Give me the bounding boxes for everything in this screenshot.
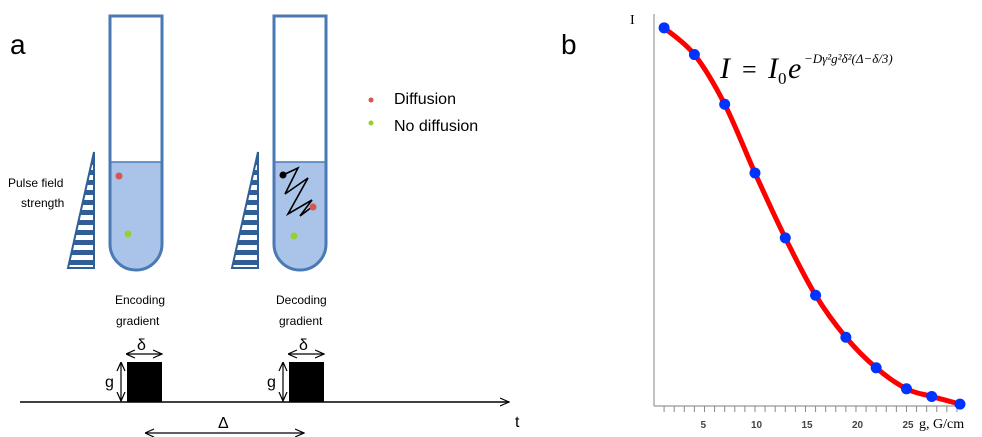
x-tick-label: 10 bbox=[751, 420, 763, 431]
data-points bbox=[658, 22, 966, 410]
data-point bbox=[658, 22, 670, 34]
decoding-pulse bbox=[289, 362, 324, 402]
encoding-pulse bbox=[127, 362, 162, 402]
legend-no-diffusion-label: No diffusion bbox=[394, 118, 478, 135]
pulse-sequence: t δ g δ g Δ bbox=[20, 337, 520, 433]
formula-exponent: −Dγ²g²δ²(Δ−δ/3) bbox=[804, 51, 893, 66]
non-diffusing-molecule bbox=[124, 230, 132, 238]
x-axis-label: g, G/cm bbox=[919, 417, 964, 432]
formula-subscript: 0 bbox=[778, 69, 787, 88]
decoding-tube bbox=[272, 14, 328, 272]
data-point bbox=[870, 362, 882, 374]
delta-small-label-2: δ bbox=[299, 337, 308, 354]
path-start-dot bbox=[279, 171, 287, 179]
y-axis-label: I bbox=[630, 13, 635, 28]
panel-a: a Pulse field strength bbox=[8, 14, 520, 433]
non-diffusing-molecule-2 bbox=[290, 232, 298, 240]
data-point bbox=[749, 167, 761, 179]
x-tick-label: 20 bbox=[852, 420, 864, 431]
data-point bbox=[810, 289, 822, 301]
x-tick-label: 5 bbox=[700, 420, 706, 431]
data-point bbox=[900, 383, 912, 395]
x-tick-label: 15 bbox=[801, 420, 813, 431]
formula-equals: = bbox=[742, 55, 757, 84]
pulse-field-label-line1: Pulse field bbox=[8, 176, 63, 190]
pulse-field-wedge-right bbox=[230, 151, 259, 269]
formula-lhs: I bbox=[719, 52, 732, 85]
legend-diffusion-label: Diffusion bbox=[394, 91, 456, 108]
encoding-label-line1: Encoding bbox=[115, 293, 165, 307]
encoding-tube bbox=[108, 14, 164, 272]
decoding-label-line2: gradient bbox=[279, 314, 323, 328]
data-point bbox=[926, 390, 938, 402]
data-point bbox=[954, 398, 966, 410]
panel-a-label: a bbox=[10, 29, 26, 60]
x-tick-label: 25 bbox=[902, 420, 914, 431]
formula-e: e bbox=[788, 52, 801, 85]
g-label-2: g bbox=[267, 374, 276, 391]
diffusion-path bbox=[282, 166, 313, 217]
legend-no-diffusion-marker bbox=[368, 120, 374, 126]
formula-base: I bbox=[767, 52, 780, 85]
decay-plot: I g, G/cm 5 10 15 20 25 bbox=[630, 13, 966, 432]
decoding-label-line1: Decoding bbox=[276, 293, 327, 307]
encoding-label-line2: gradient bbox=[116, 314, 160, 328]
diffusing-molecule bbox=[115, 172, 123, 180]
panel-b-label: b bbox=[561, 29, 577, 60]
delta-small-label-1: δ bbox=[137, 337, 146, 354]
panel-b: b I g, G/cm 5 10 15 20 25 I = I 0 e −Dγ²g²δ²… bbox=[561, 13, 966, 432]
g-label-1: g bbox=[105, 374, 114, 391]
fit-curve bbox=[661, 25, 963, 407]
data-point bbox=[688, 49, 700, 61]
time-axis-label: t bbox=[515, 414, 520, 431]
legend-diffusion-marker bbox=[368, 97, 374, 103]
pulse-field-wedge-left bbox=[66, 151, 95, 269]
x-ticks: 5 10 15 20 25 bbox=[663, 406, 958, 431]
pulse-field-label-line2: strength bbox=[21, 196, 64, 210]
data-point bbox=[719, 98, 731, 110]
diffusing-molecule-moved bbox=[309, 203, 317, 211]
formula: I = I 0 e −Dγ²g²δ²(Δ−δ/3) bbox=[719, 51, 893, 88]
delta-big-label: Δ bbox=[218, 415, 229, 432]
data-point bbox=[779, 232, 791, 244]
data-point bbox=[840, 331, 852, 343]
legend: Diffusion No diffusion bbox=[368, 91, 478, 135]
